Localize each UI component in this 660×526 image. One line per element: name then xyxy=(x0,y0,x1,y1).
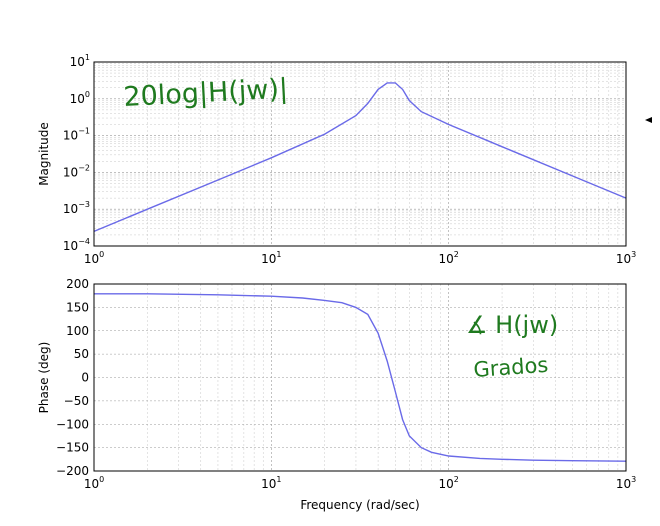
y-tick-label: 100 xyxy=(66,324,89,338)
x-tick-label: 102 xyxy=(438,250,458,266)
x-tick-label: 101 xyxy=(261,475,281,491)
y-tick-label: 10−3 xyxy=(63,200,90,216)
y-tick-label: 150 xyxy=(66,300,89,314)
y-tick-label: 10−2 xyxy=(63,163,90,179)
y-tick-label: 50 xyxy=(74,347,89,361)
x-tick-label: 100 xyxy=(84,250,104,266)
y-tick-label: 0 xyxy=(81,371,89,385)
y-tick-label: 100 xyxy=(70,90,90,106)
x-tick-label: 102 xyxy=(438,475,458,491)
y-tick-label: 200 xyxy=(66,277,89,291)
phase-panel: 100 101 102 103 200 150 100 50 0 −50 −100 −150 −200 P… xyxy=(37,277,636,512)
phase-y-axis-label: Phase (deg) xyxy=(37,342,51,414)
y-tick-label: 10−4 xyxy=(63,237,90,253)
y-tick-label: −200 xyxy=(56,464,89,478)
magnitude-y-axis-label: Magnitude xyxy=(37,122,51,186)
y-tick-label: 10−1 xyxy=(63,127,90,143)
phase-annotation-symbol: ∡ H(jw) xyxy=(466,311,558,339)
cursor-marker xyxy=(645,117,652,123)
y-tick-label: −150 xyxy=(56,441,89,455)
x-tick-label: 101 xyxy=(261,250,281,266)
phase-series-line xyxy=(94,293,627,462)
x-axis-label: Frequency (rad/sec) xyxy=(300,498,419,512)
y-tick-label: 101 xyxy=(70,53,90,69)
magnitude-axes-frame xyxy=(93,61,627,247)
x-tick-label: 103 xyxy=(616,250,636,266)
phase-axes-frame xyxy=(93,283,627,472)
y-tick-label: −50 xyxy=(64,394,89,408)
x-tick-label: 100 xyxy=(84,475,104,491)
x-tick-label: 103 xyxy=(616,475,636,491)
magnitude-series-line xyxy=(93,82,627,233)
magnitude-panel: 100 101 102 103 10−4 10−3 10−2 10−1 100 101 Magnit… xyxy=(37,53,636,266)
phase-annotation-unit: Grados xyxy=(473,353,549,382)
y-tick-label: −100 xyxy=(56,417,89,431)
